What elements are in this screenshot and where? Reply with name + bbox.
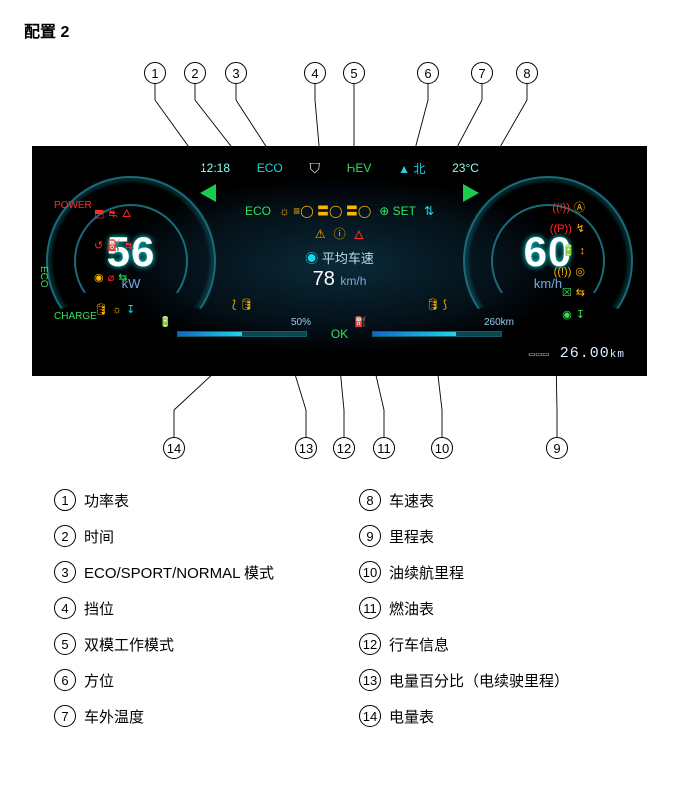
warning-icon: ⛐: [108, 209, 118, 220]
warning-icon: ((!)): [552, 203, 570, 214]
legend-item-1: 1 功率表: [54, 489, 339, 511]
warning-icon: ⬒: [94, 209, 104, 220]
legend-item-14: 14 电量表: [359, 705, 644, 727]
legend-number: 12: [359, 633, 381, 655]
turn-left-icon: [200, 184, 216, 202]
legend-item-13: 13 电量百分比（电续驶里程）: [359, 669, 644, 691]
callout-bubble-5: 5: [343, 62, 365, 84]
callout-bubble-3: 3: [225, 62, 247, 84]
callout-bubble-13: 13: [295, 437, 317, 459]
legend-number: 5: [54, 633, 76, 655]
warning-icon: ↧: [576, 310, 585, 321]
callout-bubble-1: 1: [144, 62, 166, 84]
dashboard-diagram: POWER ECO CHARGE 56 kW 60 km/h ⬒⛐🜂↺⛽⛐◉⌀⇆…: [32, 54, 647, 467]
legend-text: 挡位: [84, 598, 114, 619]
callout-bubble-7: 7: [471, 62, 493, 84]
odometer: ▭▭▭ 26.00km: [529, 345, 625, 362]
legend-text: 电量百分比（电续驶里程）: [389, 670, 569, 691]
legend-number: 4: [54, 597, 76, 619]
legend-item-7: 7 车外温度: [54, 705, 339, 727]
warning-icon: ((P)): [550, 224, 572, 235]
legend-number: 8: [359, 489, 381, 511]
legend-number: 1: [54, 489, 76, 511]
warning-icon: 🜂: [122, 209, 132, 220]
clock: 12:18: [200, 161, 230, 175]
fuel-icon: ⛽: [354, 317, 366, 328]
warning-icon: ↯: [576, 224, 585, 235]
legend-text: 里程表: [389, 526, 434, 547]
legend-item-6: 6 方位: [54, 669, 339, 691]
legend-number: 13: [359, 669, 381, 691]
section-title: 配置 2: [24, 18, 653, 42]
callout-bubble-11: 11: [373, 437, 395, 459]
callout-bubble-4: 4: [304, 62, 326, 84]
charge-label: CHARGE: [54, 311, 97, 322]
legend-text: 车外温度: [84, 706, 144, 727]
avg-speed-label: ◉ 平均车速: [32, 248, 647, 267]
fuel-range: 260km: [484, 317, 514, 328]
legend-text: 方位: [84, 670, 114, 691]
legend-text: 油续航里程: [389, 562, 464, 583]
legend-text: 时间: [84, 526, 114, 547]
legend-item-5: 5 双模工作模式: [54, 633, 339, 655]
top-info-strip: 12:18 ECO ⛉ HEV ▲ 北 23°C: [200, 158, 479, 178]
warning-icon: ↧: [126, 305, 135, 316]
legend-number: 14: [359, 705, 381, 727]
callout-bubble-14: 14: [163, 437, 185, 459]
callout-bubble-8: 8: [516, 62, 538, 84]
legend-item-10: 10 油续航里程: [359, 561, 644, 583]
legend-item-8: 8 车速表: [359, 489, 644, 511]
fuel-bar: [372, 331, 502, 337]
hev-mode: HEV: [347, 161, 372, 175]
legend-text: 电量表: [389, 706, 434, 727]
legend-grid: 1 功率表 8 车速表 2 时间 9 里程表 3 ECO/SPORT/NORMAL 模式 10 油续航…: [54, 489, 653, 727]
avg-speed-value: 78 km/h: [32, 268, 647, 291]
battery-pct: 50%: [291, 317, 311, 328]
battery-icon: 🔋: [159, 317, 171, 328]
legend-item-3: 3 ECO/SPORT/NORMAL 模式: [54, 561, 339, 583]
battery-bar: [177, 331, 307, 337]
callout-bubble-12: 12: [333, 437, 355, 459]
legend-number: 7: [54, 705, 76, 727]
legend-item-4: 4 挡位: [54, 597, 339, 619]
legend-item-9: 9 里程表: [359, 525, 644, 547]
legend-text: 燃油表: [389, 598, 434, 619]
legend-text: 双模工作模式: [84, 634, 174, 655]
legend-text: 功率表: [84, 490, 129, 511]
ok-indicator: OK: [331, 327, 348, 341]
legend-number: 10: [359, 561, 381, 583]
legend-item-2: 2 时间: [54, 525, 339, 547]
legend-text: 车速表: [389, 490, 434, 511]
eco-mode: ECO: [257, 161, 283, 175]
legend-item-12: 12 行车信息: [359, 633, 644, 655]
callout-bubble-2: 2: [184, 62, 206, 84]
bottom-gauges: 🔋 50% OK ⛽ 260km: [177, 320, 502, 348]
turn-right-icon: [463, 184, 479, 202]
legend-number: 6: [54, 669, 76, 691]
legend-number: 2: [54, 525, 76, 547]
legend-text: ECO/SPORT/NORMAL 模式: [84, 562, 274, 583]
callout-bubble-9: 9: [546, 437, 568, 459]
callout-bubble-10: 10: [431, 437, 453, 459]
outside-temp: 23°C: [452, 161, 479, 175]
legend-number: 3: [54, 561, 76, 583]
gear-icon-label: ⛉: [310, 160, 321, 177]
dashboard-image: POWER ECO CHARGE 56 kW 60 km/h ⬒⛐🜂↺⛽⛐◉⌀⇆…: [32, 146, 647, 376]
power-label: POWER: [54, 200, 92, 211]
warning-icon: 🛢: [94, 305, 108, 316]
legend-item-11: 11 燃油表: [359, 597, 644, 619]
center-icon-cluster: ECO ☼ ≡◯ 〓◯ 〓◯ ⊕ SET ⇅ ⚠ ⓘ 🜂: [232, 202, 447, 244]
fluid-icons: ⟅ 🛢 🛢 ⟆: [232, 298, 447, 311]
warning-icon: ☼: [112, 305, 122, 316]
warning-icon: Ⓐ: [574, 203, 585, 214]
callout-bubble-6: 6: [417, 62, 439, 84]
legend-number: 9: [359, 525, 381, 547]
legend-text: 行车信息: [389, 634, 449, 655]
legend-number: 11: [359, 597, 381, 619]
warning-icon: ◉: [562, 310, 572, 321]
compass: ▲ 北: [398, 160, 425, 177]
